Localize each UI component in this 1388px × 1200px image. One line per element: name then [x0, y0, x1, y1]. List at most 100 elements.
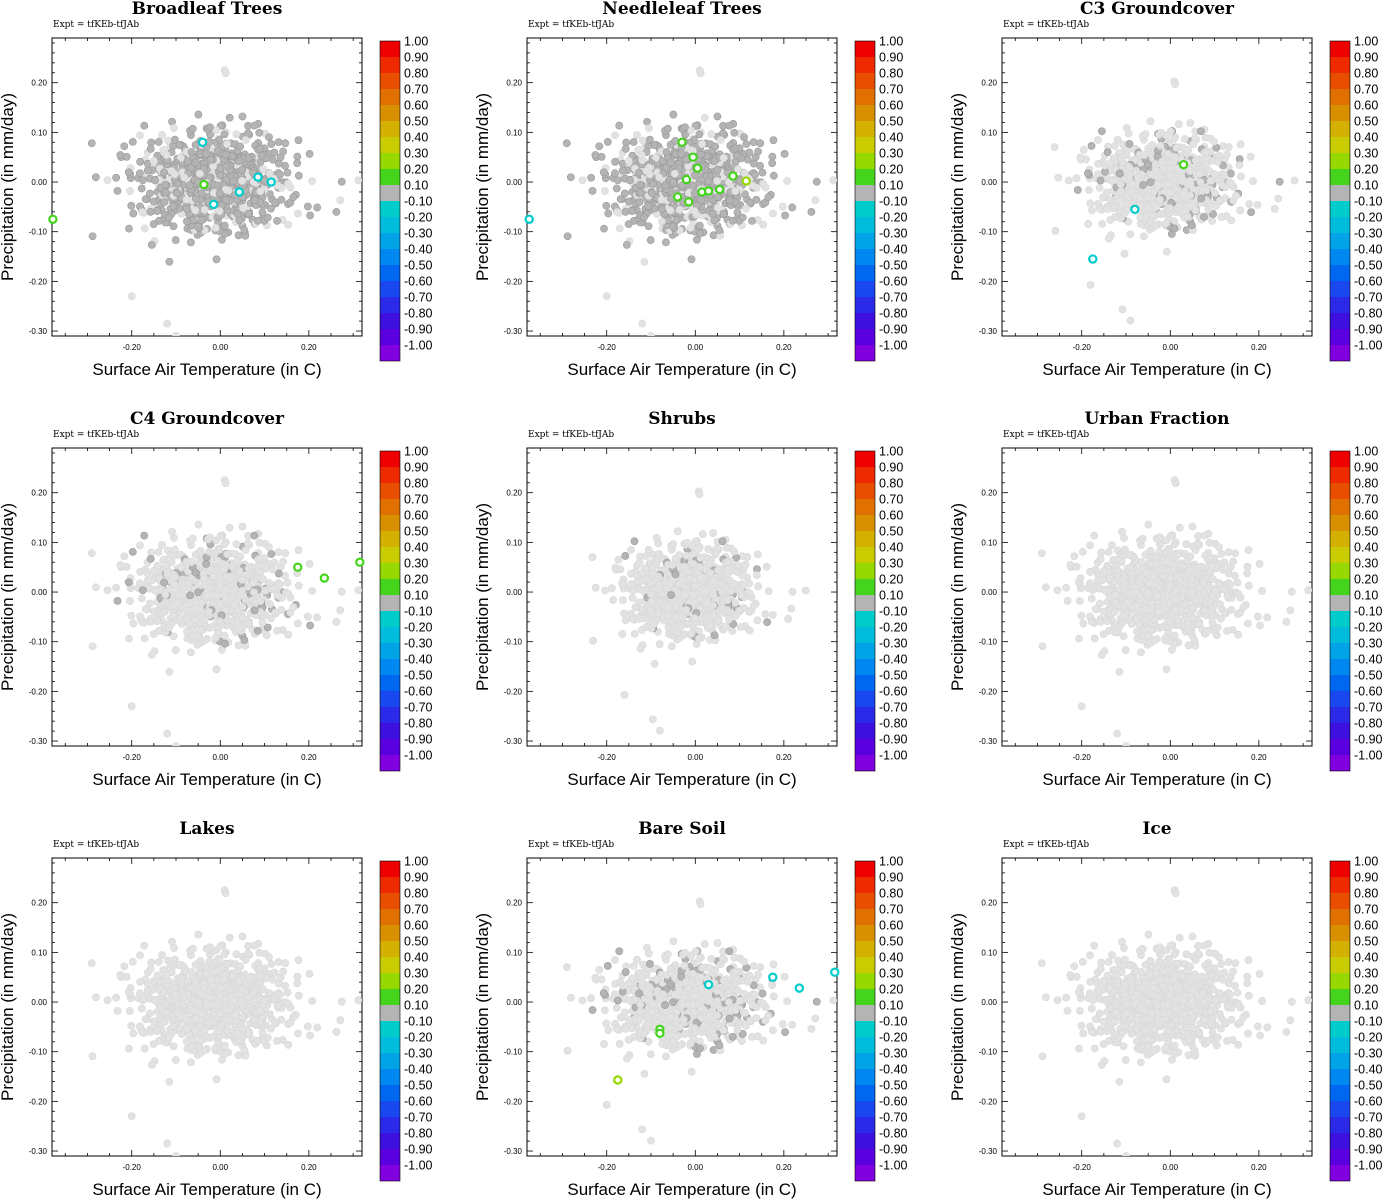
scatter-point — [1164, 149, 1172, 158]
scatter-point — [629, 138, 638, 146]
highlighted-point — [1130, 204, 1140, 215]
scatter-point — [170, 135, 179, 144]
scatter-point — [87, 549, 96, 558]
colorbar-swatch — [855, 57, 875, 73]
scatter-point — [125, 597, 134, 605]
scatter-point — [1162, 247, 1171, 256]
colorbar-swatch — [380, 515, 400, 531]
colorbar-swatch — [380, 345, 400, 361]
scatter-point — [1096, 176, 1105, 185]
scatter-point — [261, 586, 269, 595]
scatter-point — [647, 332, 655, 336]
scatter-point — [1220, 171, 1228, 180]
scatter-point — [690, 207, 699, 216]
scatter-point — [734, 561, 743, 570]
scatter-point — [195, 579, 204, 588]
scatter-point — [140, 224, 149, 233]
scatter-point — [145, 599, 154, 608]
scatter-point — [1246, 152, 1255, 161]
colorbar-swatch — [1330, 233, 1350, 249]
colorbar-label: 0.80 — [1354, 66, 1378, 80]
scatter-point — [146, 554, 155, 563]
scatter-point — [284, 589, 293, 598]
plot-frame — [526, 447, 838, 747]
x-tick-label: 0.20 — [776, 343, 792, 352]
y-tick-label: 0.00 — [981, 178, 997, 187]
scatter-point — [305, 150, 314, 158]
scatter-point — [1186, 119, 1195, 127]
scatter-point — [661, 238, 670, 247]
colorbar-swatch — [1330, 89, 1350, 105]
scatter-point — [748, 216, 756, 225]
scatter-point — [740, 133, 748, 142]
scatter-point — [336, 606, 345, 615]
scatter-point — [213, 181, 222, 190]
scatter-point — [1156, 141, 1165, 150]
scatter-point — [256, 187, 265, 196]
scatter-point — [138, 208, 146, 216]
scatter-point — [103, 176, 112, 185]
scatter-point — [186, 648, 195, 657]
scatter-point — [112, 173, 121, 182]
scatter-point — [127, 292, 136, 301]
colorbar-label: -0.70 — [1354, 290, 1383, 304]
colorbar-label: 1.00 — [404, 444, 428, 458]
scatter-points — [87, 66, 362, 336]
scatter-point — [161, 180, 170, 189]
scatter-point — [140, 634, 149, 643]
scatter-point — [1157, 128, 1165, 137]
scatter-point — [222, 150, 230, 159]
y-axis-label: Precipitation (in mm/day) — [0, 503, 17, 691]
scatter-point — [1236, 206, 1245, 215]
scatter-point — [91, 173, 100, 182]
scatter-point — [672, 216, 680, 224]
scatter-point — [1158, 157, 1166, 166]
scatter-point — [270, 558, 279, 567]
scatter-point — [1227, 216, 1236, 225]
scatter-point — [235, 626, 244, 635]
scatter-point — [154, 138, 163, 146]
scatter-point — [722, 543, 731, 552]
scatter-point — [677, 149, 686, 158]
scatter-point — [276, 170, 284, 179]
scatter-point — [618, 630, 627, 638]
scatter-point — [600, 224, 608, 233]
scatter-point — [1139, 181, 1147, 189]
scatter-point — [704, 177, 713, 186]
colorbar-label: -0.10 — [404, 194, 433, 208]
scatter-point — [136, 541, 144, 550]
scatter-point — [768, 159, 777, 168]
y-tick-label: 0.00 — [31, 588, 47, 597]
scatter-point — [313, 613, 322, 622]
scatter-point — [273, 216, 281, 225]
colorbar-label: -0.60 — [1354, 274, 1383, 288]
colorbar-swatch — [855, 297, 875, 313]
scatter-point — [293, 152, 302, 161]
colorbar-swatch — [855, 217, 875, 233]
scatter-point — [211, 224, 220, 232]
scatter-point — [180, 173, 189, 182]
scatter-point — [648, 189, 656, 198]
colorbar-label: -0.40 — [879, 242, 908, 256]
scatter-point — [129, 209, 138, 218]
scatter-point — [591, 151, 600, 159]
highlighted-point — [681, 174, 692, 185]
scatter-point — [212, 665, 221, 674]
highlighted-point — [197, 137, 208, 147]
scatter-point — [657, 204, 666, 213]
scatter-point — [1165, 204, 1174, 213]
scatter-point — [741, 560, 750, 569]
scatter-point — [169, 612, 178, 621]
scatter-point — [1217, 213, 1226, 221]
scatter-point — [693, 235, 701, 244]
scatter-point — [1148, 141, 1157, 149]
scatter-point — [284, 220, 293, 229]
y-tick-label: -0.20 — [504, 687, 523, 696]
scatter-point — [725, 121, 734, 130]
scatter-point — [1206, 176, 1215, 185]
colorbar-swatch — [855, 313, 875, 329]
scatter-point — [212, 126, 221, 135]
scatter-point — [1171, 153, 1180, 162]
colorbar-label: -0.80 — [404, 716, 433, 730]
